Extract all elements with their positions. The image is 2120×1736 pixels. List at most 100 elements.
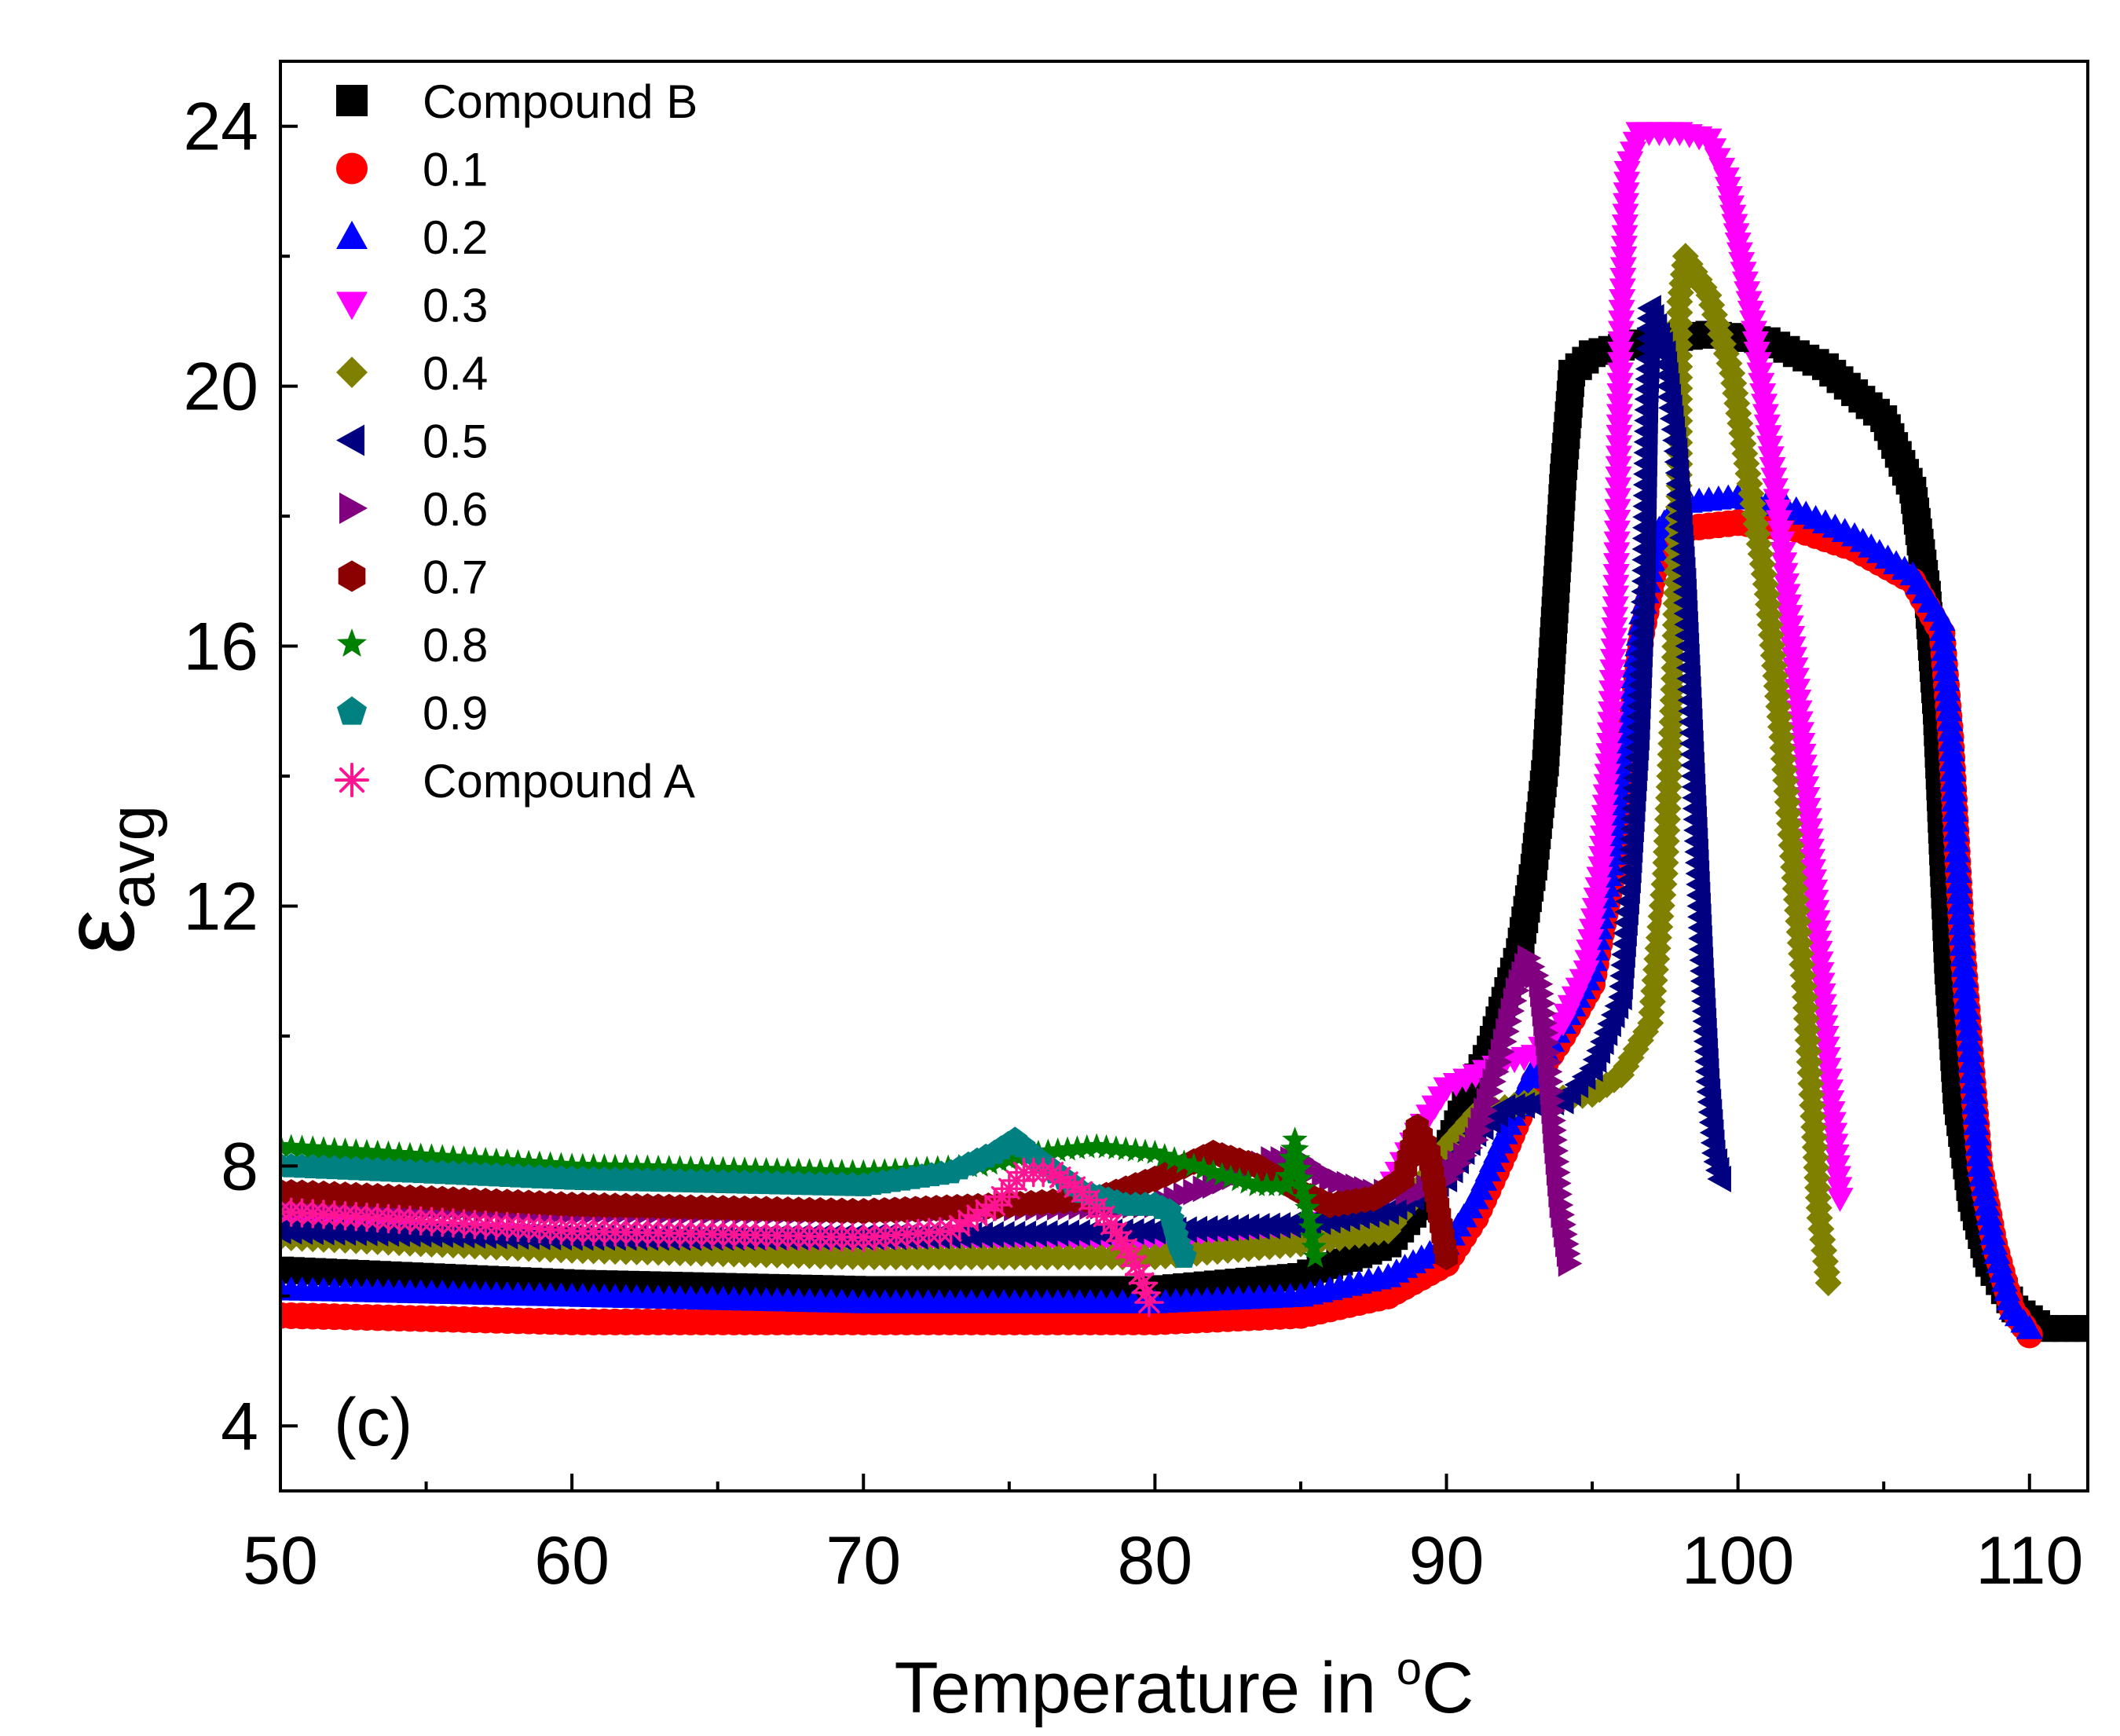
data-point bbox=[818, 1158, 844, 1183]
data-point bbox=[1580, 908, 1607, 932]
x-tick-label: 100 bbox=[1682, 1523, 1795, 1599]
legend-item: 0.7 bbox=[338, 551, 488, 604]
series-layer bbox=[280, 122, 2088, 1349]
data-point bbox=[1434, 1243, 1459, 1271]
data-point bbox=[774, 1157, 801, 1182]
data-point bbox=[1244, 1172, 1270, 1196]
x-axis-title-prefix: Temperature in bbox=[895, 1648, 1397, 1728]
data-point bbox=[785, 1157, 811, 1182]
data-point bbox=[1296, 1204, 1323, 1229]
data-point bbox=[580, 1152, 606, 1177]
data-point bbox=[1975, 1201, 2003, 1226]
data-point bbox=[971, 1195, 1001, 1225]
data-point bbox=[613, 1153, 639, 1178]
data-point bbox=[1977, 1210, 2005, 1236]
data-point bbox=[1134, 1287, 1164, 1317]
y-tick-label: 24 bbox=[183, 90, 258, 165]
legend-marker bbox=[336, 357, 368, 388]
legend-item: 0.6 bbox=[339, 483, 488, 536]
legend-label: 0.9 bbox=[423, 687, 488, 740]
y-axis: 4 8 12 16 20 24 bbox=[183, 90, 298, 1464]
data-point bbox=[688, 1156, 715, 1180]
data-point bbox=[451, 1145, 477, 1170]
x-axis-title: Temperature in oC bbox=[895, 1643, 1474, 1728]
data-point bbox=[1979, 1221, 2006, 1245]
data-point bbox=[1966, 1152, 1994, 1177]
data-point bbox=[1045, 1137, 1071, 1162]
legend-item: 0.5 bbox=[336, 416, 488, 468]
legend-marker bbox=[336, 291, 368, 320]
legend-marker bbox=[339, 493, 368, 524]
data-point bbox=[1950, 942, 1977, 967]
legend-label: 0.1 bbox=[423, 144, 488, 196]
data-point bbox=[1273, 1172, 1299, 1196]
y-axis-title-subscript: avg bbox=[97, 805, 168, 909]
data-point bbox=[1577, 928, 1605, 954]
data-point bbox=[678, 1155, 704, 1180]
legend-label: 0.6 bbox=[423, 483, 488, 536]
data-point bbox=[1294, 1195, 1320, 1219]
series-compound-a bbox=[280, 1157, 1164, 1317]
data-point bbox=[667, 1155, 693, 1180]
data-point bbox=[872, 1158, 898, 1182]
data-point bbox=[1584, 877, 1612, 902]
data-point bbox=[1254, 1172, 1280, 1196]
data-point bbox=[505, 1148, 531, 1174]
data-point bbox=[515, 1149, 542, 1174]
data-point bbox=[386, 1141, 412, 1166]
legend-label: 0.8 bbox=[423, 619, 488, 672]
legend-label: 0.2 bbox=[423, 211, 488, 264]
y-tick-label: 20 bbox=[183, 350, 258, 425]
data-point bbox=[624, 1154, 650, 1178]
data-point bbox=[656, 1155, 683, 1179]
data-point bbox=[1286, 1156, 1313, 1181]
legend-label: 0.5 bbox=[423, 416, 488, 468]
data-point bbox=[2074, 1315, 2088, 1342]
data-point bbox=[1956, 1027, 1983, 1052]
data-point bbox=[462, 1146, 488, 1170]
legend-item: 0.2 bbox=[336, 211, 488, 264]
data-point bbox=[840, 1159, 866, 1184]
data-point bbox=[1949, 932, 1976, 956]
data-point bbox=[353, 1138, 380, 1163]
data-point bbox=[1573, 960, 1600, 985]
data-point bbox=[1950, 953, 1978, 977]
data-point bbox=[764, 1157, 790, 1181]
data-point bbox=[1287, 1165, 1314, 1190]
legend-marker bbox=[336, 152, 368, 185]
legend-item: 0.1 bbox=[336, 144, 488, 196]
data-point bbox=[537, 1151, 563, 1176]
data-point bbox=[1292, 1185, 1318, 1210]
legend-marker bbox=[336, 424, 364, 456]
legend-item: 0.9 bbox=[336, 687, 488, 740]
data-point bbox=[569, 1152, 596, 1177]
data-point bbox=[1951, 963, 1979, 988]
x-axis-title-degree: o bbox=[1397, 1643, 1422, 1694]
y-axis-title: εavg bbox=[41, 805, 168, 954]
data-point bbox=[882, 1157, 908, 1182]
data-point bbox=[1171, 1149, 1197, 1174]
data-point bbox=[1107, 1225, 1137, 1256]
data-point bbox=[635, 1154, 661, 1179]
data-point bbox=[472, 1147, 499, 1171]
data-point bbox=[1074, 1134, 1100, 1159]
data-point bbox=[1972, 1181, 1999, 1207]
legend-item: 0.3 bbox=[336, 280, 488, 332]
data-point bbox=[483, 1147, 510, 1172]
data-point bbox=[1586, 866, 1613, 892]
data-point bbox=[1064, 1135, 1090, 1160]
data-point bbox=[1583, 887, 1610, 912]
legend-label: 0.3 bbox=[423, 280, 488, 332]
y-tick-label: 12 bbox=[183, 869, 258, 944]
legend-item: 0.8 bbox=[336, 619, 488, 672]
legend-marker bbox=[336, 628, 368, 657]
x-tick-label: 70 bbox=[826, 1523, 901, 1599]
x-tick-label: 50 bbox=[243, 1523, 318, 1599]
data-point bbox=[1576, 939, 1603, 964]
data-point bbox=[1558, 1250, 1583, 1277]
x-tick-label: 90 bbox=[1409, 1523, 1485, 1599]
data-point bbox=[321, 1137, 347, 1161]
legend-marker bbox=[335, 763, 369, 797]
data-point bbox=[548, 1152, 574, 1177]
data-point bbox=[1302, 1243, 1328, 1268]
